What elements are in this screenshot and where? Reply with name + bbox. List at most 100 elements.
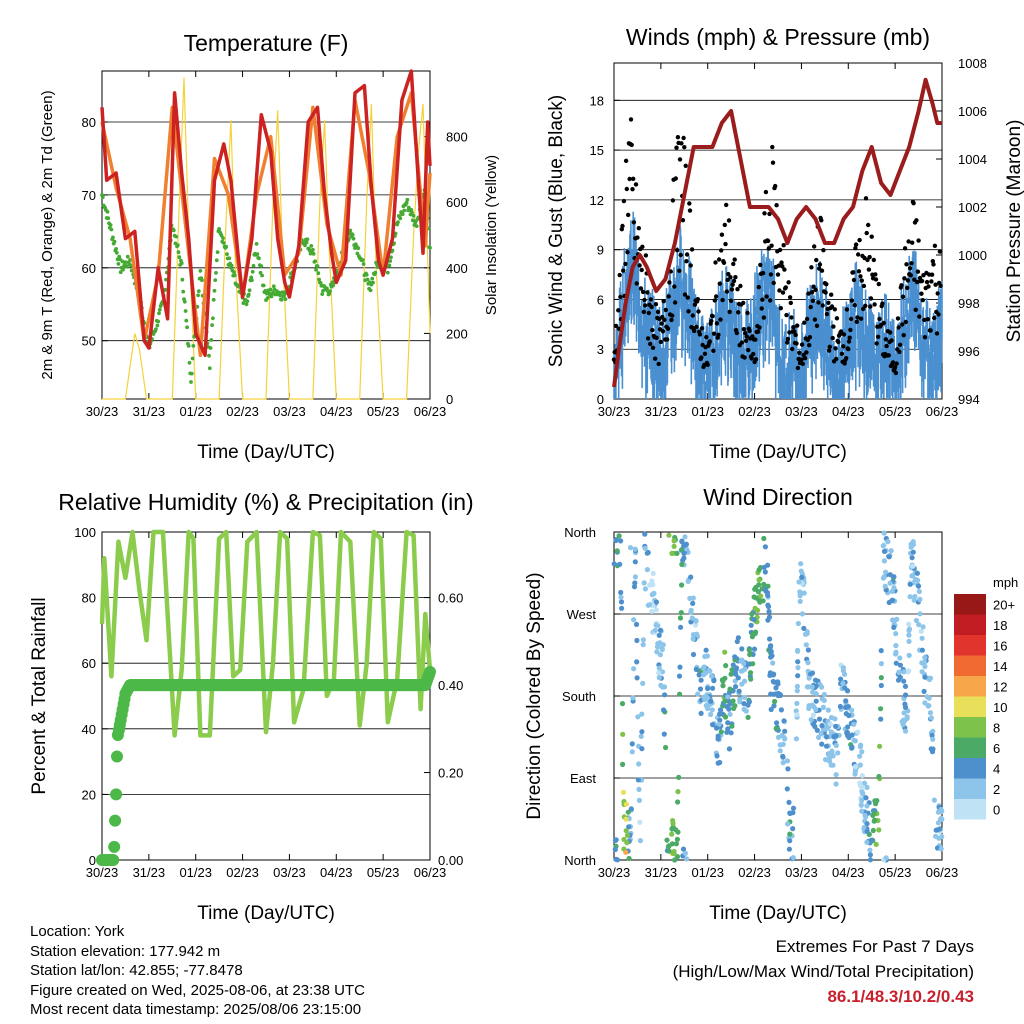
direction-point: [746, 647, 752, 653]
direction-point: [777, 692, 783, 698]
y-axis-label: Sonic Wind & Gust (Blue, Black): [546, 95, 567, 367]
direction-point: [907, 581, 913, 587]
direction-point: [881, 530, 887, 536]
gust-point: [690, 313, 695, 318]
gust-point: [640, 244, 645, 249]
dewpoint-point: [313, 259, 318, 264]
direction-point: [750, 661, 756, 667]
gust-point: [638, 286, 644, 291]
y-tick-label: 70: [82, 188, 96, 203]
direction-point: [857, 753, 863, 759]
gust-point: [696, 309, 701, 314]
dewpoint-point: [232, 273, 237, 278]
direction-point: [628, 806, 634, 812]
direction-point: [922, 659, 928, 665]
direction-point: [631, 617, 637, 623]
x-tick-label: 02/23: [738, 865, 771, 880]
direction-point: [682, 850, 689, 857]
direction-point: [889, 588, 895, 595]
precip-point: [109, 814, 122, 827]
direction-point: [873, 801, 879, 807]
gust-point: [783, 285, 788, 290]
direction-point: [613, 537, 619, 543]
gust-point: [694, 324, 699, 330]
gust-point: [834, 356, 839, 362]
direction-point: [901, 710, 907, 716]
humidity-precip-panel: Relative Humidity (%) & Precipitation (i…: [29, 489, 474, 924]
gust-point: [857, 237, 862, 243]
x-tick-label: 31/23: [133, 865, 166, 880]
dewpoint-point: [396, 220, 400, 225]
direction-point: [870, 827, 876, 834]
gust-point: [787, 330, 792, 335]
gust-point: [634, 281, 639, 286]
direction-point: [693, 666, 699, 673]
x-tick-label: 06/23: [414, 865, 447, 880]
direction-point: [833, 723, 839, 730]
direction-point: [677, 664, 683, 670]
legend-label: 4: [993, 761, 1000, 776]
direction-point: [935, 820, 942, 826]
direction-point: [613, 856, 619, 862]
gust-point: [856, 252, 861, 257]
gust-point: [753, 357, 759, 362]
pressure-line: [612, 77, 942, 388]
gust-point: [900, 322, 905, 327]
extremes-subtitle: (High/Low/Max Wind/Total Precipitation): [672, 962, 974, 981]
direction-point: [684, 546, 690, 552]
direction-point: [790, 805, 797, 811]
gust-point: [819, 218, 824, 223]
dewpoint-point: [387, 263, 392, 268]
x-axis-label: Time (Day/UTC): [197, 442, 335, 463]
direction-point: [922, 700, 928, 706]
direction-point: [752, 605, 758, 611]
gust-point: [925, 317, 930, 322]
gust-point: [688, 263, 693, 268]
gust-point: [624, 186, 629, 192]
gust-point: [685, 295, 690, 300]
direction-point: [630, 695, 636, 701]
y2-tick-label: 0.60: [438, 591, 463, 606]
direction-point: [659, 684, 666, 690]
dewpoint-point: [411, 214, 416, 218]
direction-point: [867, 847, 873, 853]
gust-point: [777, 288, 782, 293]
gust-point: [911, 201, 916, 206]
dewpoint-point: [314, 267, 318, 272]
latlon-text: Station lat/lon: 42.855; -77.8478: [30, 962, 243, 979]
plot-frame: [101, 531, 431, 861]
gust-point: [753, 337, 758, 342]
direction-point: [762, 569, 768, 575]
direction-point: [690, 651, 697, 658]
direction-point: [917, 596, 923, 603]
gust-point: [829, 304, 835, 309]
direction-point: [811, 721, 817, 727]
direction-point: [657, 652, 664, 658]
x-tick-label: 01/23: [691, 865, 724, 880]
gust-point: [697, 332, 703, 337]
direction-point: [912, 593, 918, 600]
y-tick-label: 80: [82, 115, 96, 130]
gust-point: [915, 279, 920, 285]
direction-point: [766, 614, 773, 620]
direction-point: [938, 815, 944, 822]
direction-point: [777, 748, 783, 754]
legend-swatch: [954, 614, 986, 635]
direction-point: [634, 675, 640, 681]
gust-point: [722, 222, 727, 228]
direction-point: [709, 673, 715, 679]
gust-point: [809, 265, 814, 270]
gust-point: [895, 316, 901, 321]
dewpoint-point: [244, 302, 249, 307]
dewpoint-point: [179, 261, 184, 266]
direction-point: [717, 717, 723, 723]
direction-point: [766, 608, 772, 615]
direction-point: [795, 659, 801, 665]
dewpoint-point: [249, 275, 254, 280]
direction-point: [797, 598, 803, 605]
gust-point: [855, 315, 860, 320]
gust-point: [866, 222, 871, 228]
dewpoint-point: [185, 325, 190, 330]
direction-point: [873, 841, 879, 848]
x-tick-label: 03/23: [273, 865, 306, 880]
